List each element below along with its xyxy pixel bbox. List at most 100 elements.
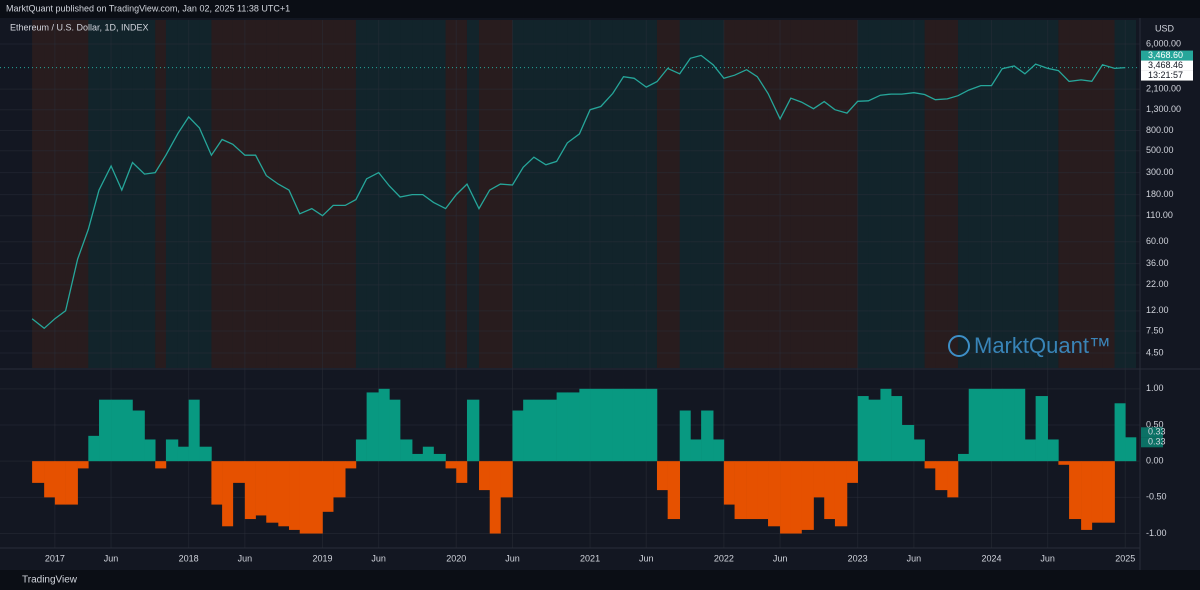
- oscillator-bar: [345, 461, 357, 469]
- currency: USD: [1155, 23, 1175, 33]
- oscillator-bar: [813, 461, 825, 498]
- regime-band: [199, 20, 212, 368]
- oscillator-bar: [646, 388, 658, 462]
- oscillator-bar: [289, 461, 301, 530]
- regime-band: [868, 20, 881, 368]
- regime-band: [880, 20, 892, 368]
- oscillator-bar: [512, 410, 524, 462]
- regime-band: [278, 20, 290, 368]
- regime-band: [311, 20, 323, 368]
- regime-band: [991, 20, 1003, 368]
- regime-band: [901, 20, 914, 368]
- oscillator-bar: [177, 446, 189, 462]
- regime-band: [980, 20, 992, 368]
- regime-band: [188, 20, 200, 368]
- regime-band: [54, 20, 66, 368]
- y-tick-label: 1.00: [1146, 383, 1164, 393]
- price-label: 3,468.60: [1148, 50, 1183, 60]
- oscillator-bar: [868, 399, 881, 462]
- oscillator-bar: [389, 399, 401, 462]
- oscillator-bar: [121, 399, 133, 462]
- regime-band: [99, 20, 112, 368]
- y-tick-label: 800.00: [1146, 125, 1174, 135]
- regime-band: [144, 20, 156, 368]
- y-tick-label: 1,300.00: [1146, 104, 1181, 114]
- y-tick-label: 500.00: [1146, 145, 1174, 155]
- regime-band: [445, 20, 457, 368]
- x-tick-label: 2019: [312, 553, 332, 563]
- y-tick-label: 300.00: [1146, 167, 1174, 177]
- regime-band: [355, 20, 367, 368]
- y-tick-label: 60.00: [1146, 236, 1169, 246]
- regime-band: [177, 20, 189, 368]
- regime-band: [255, 20, 267, 368]
- x-tick-label: Jun: [104, 553, 119, 563]
- regime-band: [500, 20, 513, 368]
- oscillator-bar: [299, 461, 313, 534]
- oscillator-bar: [1081, 461, 1093, 530]
- oscillator-bar: [880, 388, 892, 462]
- x-tick-label: Jun: [907, 553, 922, 563]
- oscillator-bar: [891, 396, 903, 462]
- regime-band: [456, 20, 467, 368]
- y-tick-label: 110.00: [1146, 210, 1173, 220]
- oscillator-bar: [935, 461, 948, 491]
- regime-band: [556, 20, 568, 368]
- x-tick-label: 2017: [45, 553, 65, 563]
- oscillator-bar: [111, 399, 123, 462]
- price-label-box: [1141, 50, 1193, 61]
- regime-band: [1002, 20, 1015, 368]
- regime-band: [132, 20, 145, 368]
- oscillator-bar: [266, 461, 279, 523]
- oscillator-bar: [901, 424, 915, 462]
- y-tick-label: 12.00: [1146, 305, 1169, 315]
- regime-band: [466, 20, 480, 368]
- regime-band: [299, 20, 312, 368]
- oscillator-bar: [980, 388, 992, 462]
- regime-band: [433, 20, 446, 368]
- regime-band: [590, 20, 601, 368]
- oscillator-bar: [222, 461, 234, 527]
- price-label-box: [1141, 60, 1193, 71]
- regime-band: [422, 20, 434, 368]
- y-tick-label: 0.50: [1146, 419, 1164, 429]
- y-tick-label: 180.00: [1146, 189, 1174, 199]
- regime-band: [1102, 20, 1115, 368]
- oscillator-bar: [445, 461, 457, 469]
- regime-band: [289, 20, 300, 368]
- regime-band: [333, 20, 346, 368]
- regime-band: [1069, 20, 1082, 368]
- oscillator-bar: [656, 461, 668, 491]
- regime-band: [723, 20, 735, 368]
- oscillator-bar: [556, 392, 568, 462]
- regime-band: [389, 20, 401, 368]
- osc-label: 0.33: [1148, 427, 1166, 437]
- regime-band: [924, 20, 936, 368]
- oscillator-bar: [780, 461, 792, 534]
- regime-band: [489, 20, 501, 368]
- x-tick-label: Jun: [773, 553, 788, 563]
- x-tick-label: 2024: [981, 553, 1001, 563]
- oscillator-bar: [834, 461, 848, 527]
- oscillator-bar: [679, 410, 691, 462]
- regime-band: [512, 20, 524, 368]
- oscillator-bar: [768, 461, 781, 527]
- oscillator-bar: [846, 461, 858, 483]
- regime-band: [768, 20, 781, 368]
- regime-band: [780, 20, 791, 368]
- oscillator-bar: [734, 461, 747, 520]
- oscillator-bar: [88, 435, 100, 462]
- regime-band: [701, 20, 714, 368]
- oscillator-bar: [165, 439, 179, 462]
- regime-band: [690, 20, 702, 368]
- oscillator-bar: [545, 399, 557, 462]
- regime-band: [1125, 20, 1136, 368]
- regime-band: [813, 20, 825, 368]
- price-label-box: [1141, 70, 1193, 81]
- regime-band: [646, 20, 657, 368]
- oscillator-bar: [824, 461, 836, 520]
- y-tick-label: 7.50: [1146, 325, 1164, 335]
- oscillator-bar: [924, 461, 936, 469]
- oscillator-bar: [1125, 437, 1137, 462]
